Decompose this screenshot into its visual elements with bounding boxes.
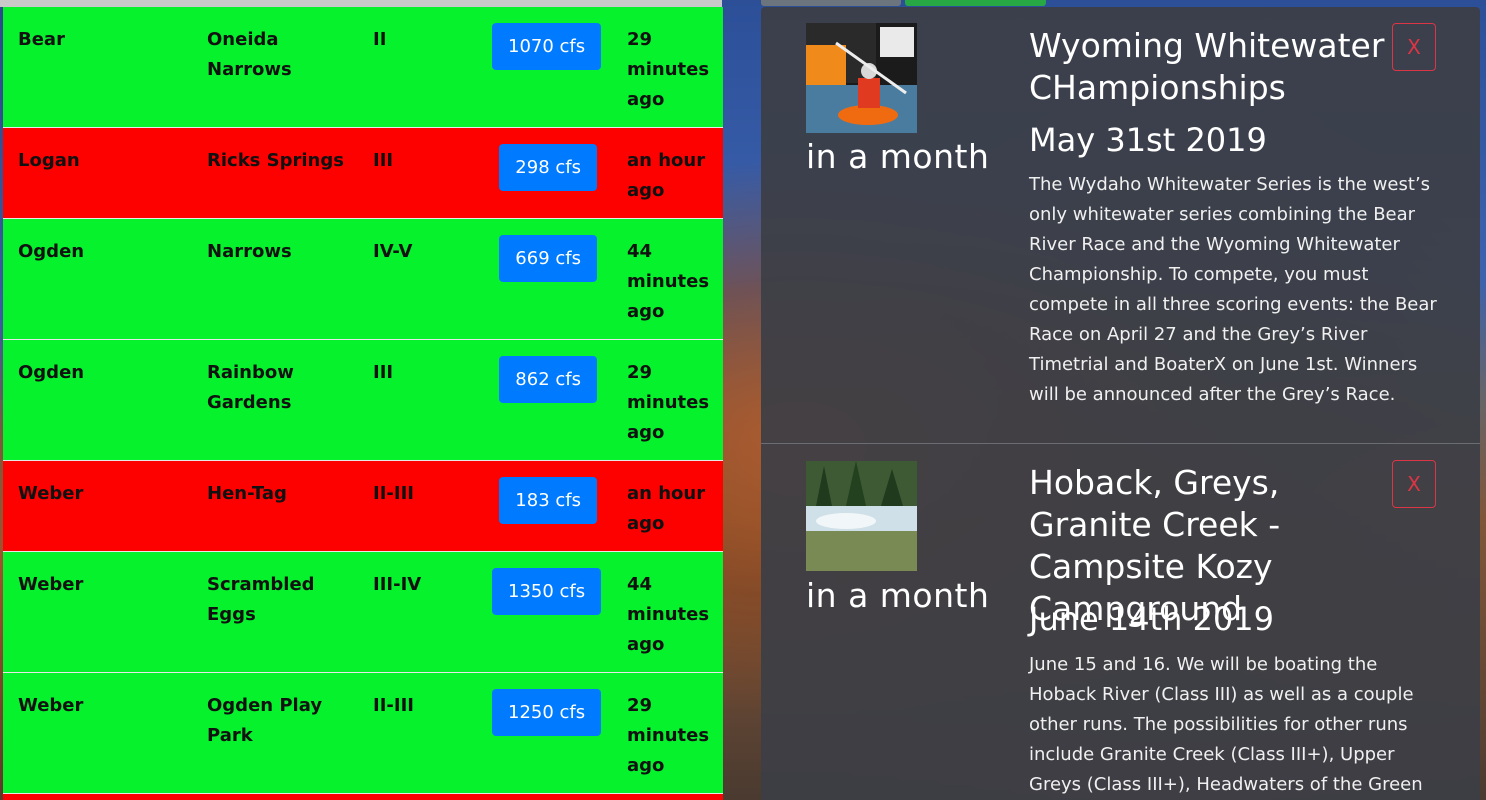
updated-time: an hour ago (627, 483, 706, 534)
updated-time: 44 minutes ago (627, 574, 710, 655)
river-section: Ogden Play Park (207, 695, 323, 746)
table-row[interactable]: Bear Oneida Narrows II 1070 cfs 29 minut… (3, 7, 723, 128)
updated-time: 29 minutes ago (627, 362, 710, 443)
close-event-button[interactable]: X (1392, 460, 1436, 508)
tab-rivers[interactable] (761, 0, 901, 6)
table-row[interactable]: Ogden Rainbow Gardens III 862 cfs 29 min… (3, 340, 723, 461)
flow-button[interactable]: 183 cfs (499, 477, 597, 524)
river-class: II-III (373, 483, 414, 504)
river-section: Rainbow Gardens (207, 362, 294, 413)
event-title: Wyoming Whitewater CHampionships (1029, 26, 1385, 107)
events-panel: in a month Wyoming Whitewater CHampionsh… (761, 7, 1480, 800)
flow-button[interactable]: 298 cfs (499, 144, 597, 191)
table-row[interactable]: Logan Ricks Springs III 298 cfs an hour … (3, 128, 723, 219)
flow-button[interactable]: 669 cfs (499, 235, 597, 282)
river-name: Weber (18, 574, 84, 595)
tab-events[interactable] (905, 0, 1046, 6)
river-class: II-III (373, 695, 414, 716)
flow-button[interactable]: 862 cfs (499, 356, 597, 403)
river-class: II (373, 29, 387, 50)
updated-time: 29 minutes ago (627, 695, 710, 776)
event-relative-time: in a month (806, 576, 990, 615)
river-flow-table: Bear Oneida Narrows II 1070 cfs 29 minut… (3, 7, 723, 800)
river-section: Narrows (207, 241, 292, 262)
river-name: Bear (18, 29, 65, 50)
river-class: III (373, 150, 394, 171)
table-row[interactable]: Weber Hen-Tag II-III 183 cfs an hour ago (3, 461, 723, 552)
river-class: III (373, 362, 394, 383)
event-thumbnail (806, 461, 917, 571)
river-section: Scrambled Eggs (207, 574, 315, 625)
river-section: Oneida Narrows (207, 29, 292, 80)
table-row[interactable]: Ogden Narrows IV-V 669 cfs 44 minutes ag… (3, 219, 723, 340)
event-description: The Wydaho Whitewater Series is the west… (1029, 174, 1437, 405)
river-section: Ricks Springs (207, 150, 344, 171)
river-class: IV-V (373, 241, 413, 262)
event-date: May 31st 2019 (1029, 121, 1267, 159)
updated-time: an hour ago (627, 150, 706, 201)
river-name: Ogden (18, 241, 85, 262)
event-date: June 14th 2019 (1029, 600, 1275, 638)
river-name: Logan (18, 150, 80, 171)
flow-button[interactable]: 1350 cfs (492, 568, 602, 615)
event-thumbnail (806, 23, 917, 133)
flow-button[interactable]: 1250 cfs (492, 689, 602, 736)
updated-time: 44 minutes ago (627, 241, 710, 322)
river-name: Weber (18, 695, 84, 716)
river-name: Ogden (18, 362, 85, 383)
table-row[interactable]: Weber Scrambled Eggs III-IV 1350 cfs 44 … (3, 552, 723, 673)
updated-time: 29 minutes ago (627, 29, 710, 110)
flow-button[interactable]: 1070 cfs (492, 23, 602, 70)
top-divider (0, 0, 722, 7)
table-row[interactable]: Weber Ogden Play Park II-III 1250 cfs 29… (3, 673, 723, 794)
river-name: Weber (18, 483, 84, 504)
event-relative-time: in a month (806, 137, 990, 176)
event-description: June 15 and 16. We will be boating the H… (1029, 654, 1423, 795)
table-row[interactable] (3, 794, 723, 800)
event-title: Hoback, Greys, Granite Creek - Campsite … (1029, 463, 1281, 628)
close-event-button[interactable]: X (1392, 23, 1436, 71)
event-card: in a month Wyoming Whitewater CHampionsh… (761, 7, 1480, 444)
river-section: Hen-Tag (207, 483, 287, 504)
river-class: III-IV (373, 574, 422, 595)
